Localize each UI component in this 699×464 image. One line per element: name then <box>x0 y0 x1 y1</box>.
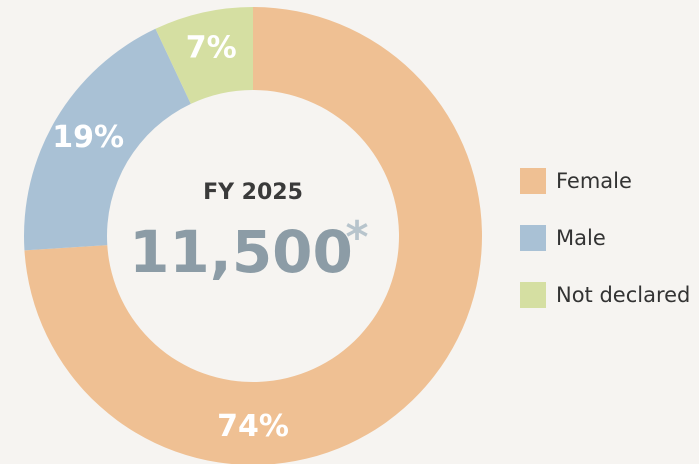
donut-slice <box>24 7 482 464</box>
slice-label: 7% <box>186 31 237 66</box>
center-value: 11,500 <box>129 218 353 286</box>
center-title: FY 2025 <box>203 180 303 205</box>
slice-label: 19% <box>52 120 124 155</box>
legend-label: Female <box>556 169 632 193</box>
center-note: * <box>345 212 368 263</box>
legend-label: Male <box>556 226 606 250</box>
donut-slice <box>23 28 191 251</box>
legend-swatch <box>520 282 546 308</box>
donut-slice <box>155 6 253 104</box>
legend-label: Not declared <box>556 283 690 307</box>
slice-label: 74% <box>217 409 289 444</box>
legend-swatch <box>520 168 546 194</box>
legend-swatch <box>520 225 546 251</box>
